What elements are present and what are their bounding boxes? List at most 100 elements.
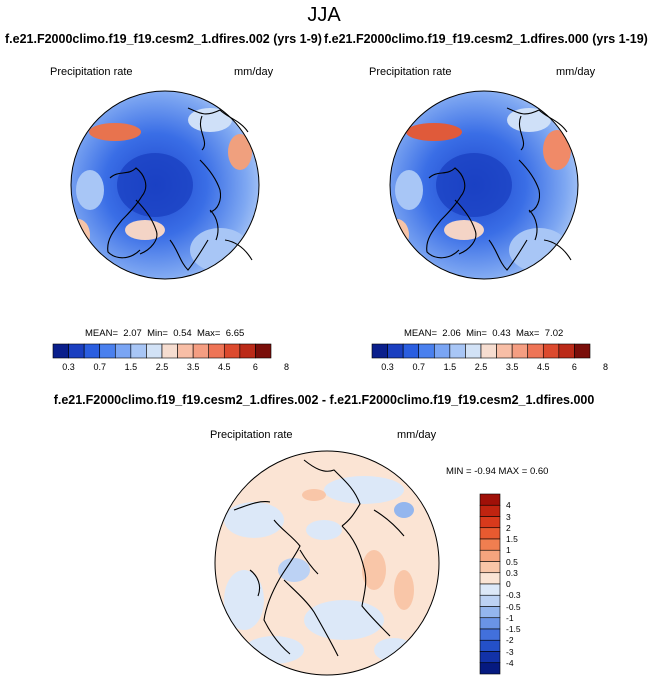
colorbar-swatch bbox=[402, 343, 420, 359]
colorbar-tick-label: -4 bbox=[506, 657, 514, 668]
colorbar-swatch bbox=[449, 343, 466, 359]
right-colorbar-ticks: 0.3 0.7 1.5 2.5 3.5 4.5 6 8 bbox=[372, 362, 608, 374]
colorbar-swatch bbox=[208, 343, 225, 359]
colorbar-tick-label: 2.5 bbox=[155, 362, 169, 372]
colorbar-tick-label: -1.5 bbox=[506, 624, 521, 634]
colorbar-swatch bbox=[479, 617, 501, 630]
colorbar-swatch bbox=[479, 594, 501, 607]
right-polar-map bbox=[389, 90, 579, 280]
colorbar-tick-label: 4.5 bbox=[218, 362, 231, 372]
precip-max-region bbox=[89, 123, 141, 141]
colorbar-swatch bbox=[479, 583, 501, 596]
colorbar-swatch bbox=[130, 343, 147, 359]
right-variable-label: Precipitation rate bbox=[369, 66, 452, 78]
right-run-title: f.e21.F2000climo.f19_f19.cesm2_1.dfires.… bbox=[324, 32, 648, 46]
colorbar-tick-label: 8 bbox=[284, 362, 290, 372]
colorbar-swatch bbox=[479, 516, 501, 529]
colorbar-swatch bbox=[479, 628, 501, 641]
colorbar-tick-label: 1.5 bbox=[443, 362, 457, 372]
coastlines bbox=[233, 459, 405, 657]
colorbar-swatch bbox=[479, 527, 501, 540]
colorbar-tick-label: 0.3 bbox=[62, 362, 75, 372]
left-variable-label: Precipitation rate bbox=[50, 66, 133, 78]
colorbar-swatch bbox=[480, 343, 497, 359]
colorbar-tick-label: -1 bbox=[506, 612, 514, 623]
colorbar-swatch bbox=[479, 493, 501, 506]
colorbar-swatch bbox=[161, 343, 178, 359]
colorbar-swatch bbox=[83, 343, 101, 359]
diff-variable-label: Precipitation rate bbox=[210, 429, 293, 441]
colorbar-tick-label: 3 bbox=[506, 511, 511, 522]
colorbar-tick-label: -2 bbox=[506, 635, 514, 646]
coastlines bbox=[107, 107, 253, 271]
difference-colorbar-labels: 4 3 2 1.5 1 0.5 0.3 0 -0.3 -0.5 -1 -1.5 -2 -3 -4 bbox=[506, 494, 546, 674]
colorbar-swatch bbox=[68, 343, 85, 359]
colorbar-swatch bbox=[255, 343, 272, 359]
colorbar-swatch bbox=[114, 343, 132, 359]
colorbar-swatch bbox=[479, 651, 501, 664]
colorbar-swatch bbox=[465, 343, 482, 359]
colorbar-swatch bbox=[418, 343, 435, 359]
colorbar-tick-label: 3.5 bbox=[505, 362, 519, 372]
colorbar-swatch bbox=[479, 639, 501, 652]
colorbar-tick-label: -0.5 bbox=[506, 601, 521, 612]
colorbar-swatch bbox=[479, 572, 501, 585]
diff-minmax: MIN = -0.94 MAX = 0.60 bbox=[446, 466, 549, 477]
colorbar-swatch bbox=[479, 504, 501, 517]
colorbar-tick-label: 1.5 bbox=[124, 362, 138, 372]
left-colorbar bbox=[52, 343, 272, 359]
colorbar-tick-label: 6 bbox=[252, 362, 258, 372]
colorbar-swatch bbox=[542, 343, 560, 359]
colorbar-tick-label: 4.5 bbox=[537, 362, 550, 372]
colorbar-tick-label: 6 bbox=[571, 362, 577, 372]
coastlines bbox=[426, 107, 572, 271]
colorbar-swatch bbox=[574, 343, 591, 359]
colorbar-swatch bbox=[52, 343, 69, 359]
colorbar-tick-label: 3.5 bbox=[186, 362, 200, 372]
diff-units-label: mm/day bbox=[397, 429, 437, 441]
colorbar-tick-label: 1.5 bbox=[506, 534, 518, 544]
colorbar-tick-label: 8 bbox=[603, 362, 609, 372]
colorbar-swatch bbox=[223, 343, 241, 359]
colorbar-swatch bbox=[433, 343, 451, 359]
colorbar-swatch bbox=[479, 538, 501, 551]
colorbar-tick-label: 0.7 bbox=[412, 362, 425, 372]
colorbar-swatch bbox=[99, 343, 116, 359]
colorbar-swatch bbox=[558, 343, 575, 359]
difference-colorbar bbox=[479, 493, 501, 675]
colorbar-tick-label: 0.3 bbox=[381, 362, 394, 372]
left-polar-map bbox=[70, 90, 260, 280]
left-run-title: f.e21.F2000climo.f19_f19.cesm2_1.dfires.… bbox=[5, 32, 322, 46]
colorbar-swatch bbox=[496, 343, 513, 359]
colorbar-swatch bbox=[371, 343, 388, 359]
colorbar-tick-label: 2 bbox=[506, 522, 511, 533]
colorbar-tick-label: -0.3 bbox=[506, 590, 521, 601]
colorbar-swatch bbox=[177, 343, 194, 359]
colorbar-swatch bbox=[479, 662, 501, 675]
right-stats: MEAN= 2.06 Min= 0.43 Max= 7.02 bbox=[404, 328, 564, 339]
left-stats: MEAN= 2.07 Min= 0.54 Max= 6.65 bbox=[85, 328, 245, 339]
colorbar-swatch bbox=[511, 343, 529, 359]
colorbar-swatch bbox=[387, 343, 404, 359]
colorbar-tick-label: 0.5 bbox=[506, 556, 518, 567]
colorbar-tick-label: 0.7 bbox=[93, 362, 106, 372]
right-colorbar bbox=[371, 343, 591, 359]
colorbar-swatch bbox=[527, 343, 544, 359]
colorbar-swatch bbox=[192, 343, 210, 359]
colorbar-swatch bbox=[239, 343, 256, 359]
left-units-label: mm/day bbox=[234, 66, 274, 78]
colorbar-tick-label: 0 bbox=[506, 579, 511, 589]
colorbar-tick-label: 1 bbox=[506, 545, 511, 556]
season-title: JJA bbox=[307, 4, 341, 26]
difference-polar-map bbox=[214, 450, 440, 676]
colorbar-swatch bbox=[479, 561, 501, 574]
colorbar-tick-label: -3 bbox=[506, 646, 514, 657]
colorbar-tick-label: 4 bbox=[506, 500, 511, 511]
colorbar-tick-label: 0.3 bbox=[506, 567, 518, 578]
colorbar-tick-label: 2.5 bbox=[474, 362, 488, 372]
difference-title: f.e21.F2000climo.f19_f19.cesm2_1.dfires.… bbox=[53, 393, 595, 407]
left-colorbar-ticks: 0.3 0.7 1.5 2.5 3.5 4.5 6 8 bbox=[53, 362, 289, 374]
right-units-label: mm/day bbox=[556, 66, 596, 78]
colorbar-swatch bbox=[479, 549, 501, 562]
colorbar-swatch bbox=[479, 606, 501, 619]
